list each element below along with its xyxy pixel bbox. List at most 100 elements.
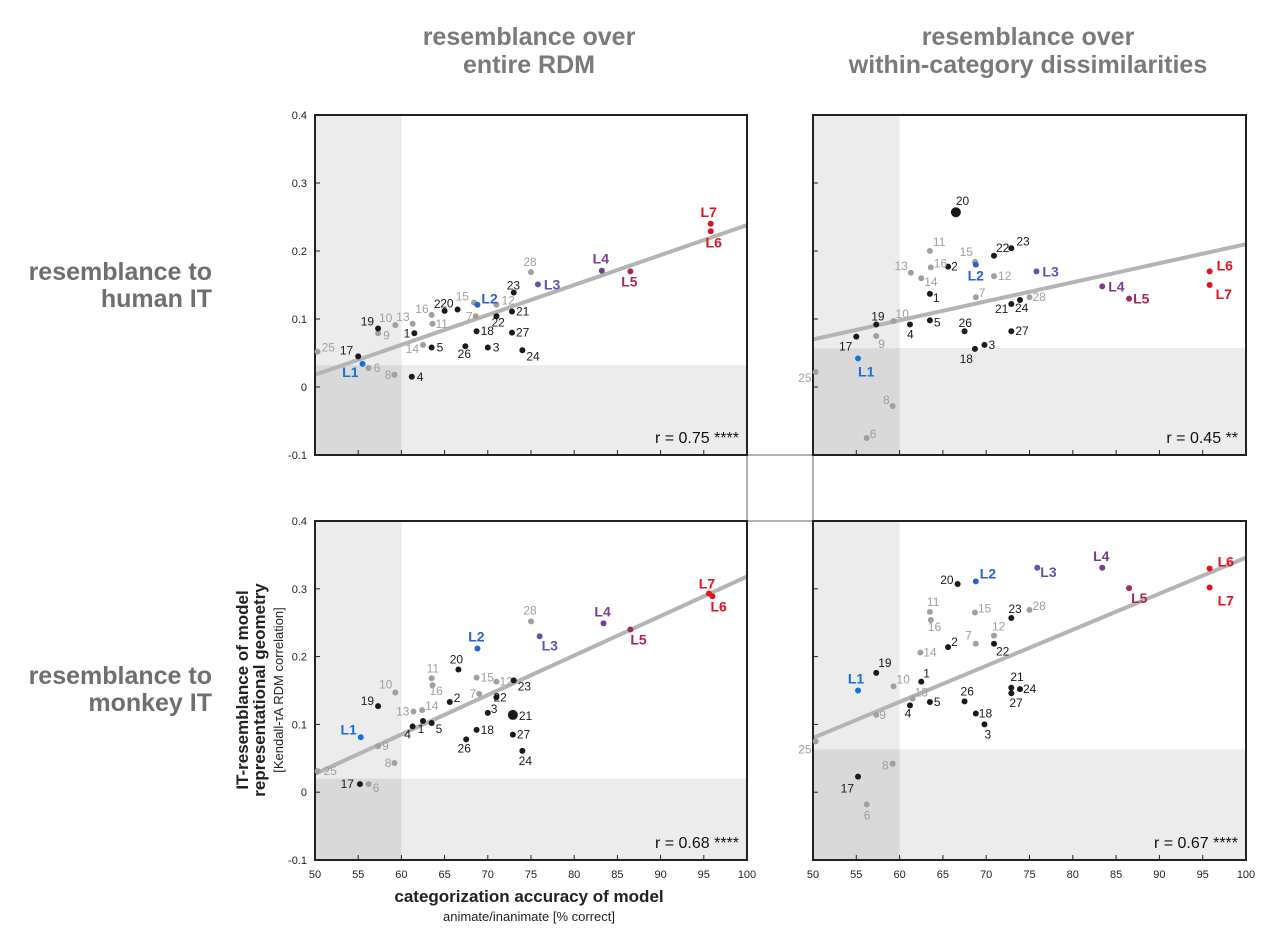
x-tick-label: 75 [1023,869,1035,881]
chance-overlap-shade [813,348,900,455]
point-label-28: 28 [523,603,537,617]
data-point-22 [493,694,500,701]
point-label-L7: L7 [1216,286,1233,302]
col-title-within-line1: resemblance over [922,23,1135,51]
data-point-L7 [705,590,712,597]
data-point-1 [926,290,933,297]
data-point-24 [519,747,526,754]
data-point-25 [812,738,819,745]
data-point-10 [890,683,897,690]
data-point-3 [981,341,988,348]
point-label-4: 4 [404,727,411,741]
point-label-5: 5 [934,695,941,709]
data-point-17 [356,781,363,788]
data-point-L4 [600,620,607,627]
data-point-14 [419,707,426,714]
x-tick-label: 50 [309,869,321,881]
data-point-23 [1008,614,1015,621]
x-tick-label: 100 [1237,869,1255,881]
data-point-1 [411,330,418,337]
data-point-L7 [1206,584,1213,591]
point-label-17: 17 [839,340,853,354]
x-tick-label: 95 [1197,869,1209,881]
data-point-18 [972,710,979,717]
data-point-12 [990,632,997,639]
data-point-6 [365,364,372,371]
point-label-13: 13 [915,686,929,700]
data-point-13 [409,320,416,327]
data-point-18 [473,726,480,733]
data-point-1 [918,678,925,685]
data-point-4 [906,702,913,709]
data-point-13 [410,708,417,715]
point-label-8: 8 [385,756,392,770]
data-point-L7 [707,220,714,227]
data-point-7 [476,690,483,697]
data-point-25 [314,348,321,355]
data-point-3 [981,721,988,728]
data-point-5 [428,344,435,351]
data-point-10 [392,689,399,696]
x-tick-label: 70 [482,869,494,881]
data-point-21 [1008,684,1015,691]
point-label-L3: L3 [542,637,559,653]
point-label-26: 26 [959,316,973,330]
data-point-9 [375,330,382,337]
data-point-9 [873,333,880,339]
point-label-L3: L3 [1042,263,1059,279]
data-point-8 [889,403,896,410]
data-point-26 [463,736,470,743]
point-label-20: 20 [956,194,970,208]
data-point-14 [918,275,925,282]
point-label-8: 8 [883,393,890,407]
point-label-L5: L5 [1131,590,1148,606]
data-point-19 [873,669,880,676]
data-point-8 [889,760,896,767]
point-label-7: 7 [469,687,476,701]
scatter-panel-4: 50 55 60 65 70 75 80 85 90 95 10012345678910111213… [798,520,1255,881]
point-label-L2: L2 [980,565,997,581]
data-point-8 [391,760,398,767]
point-label-27: 27 [517,728,531,742]
point-label-24: 24 [1015,301,1029,315]
data-point-12 [493,301,500,308]
point-label-22: 22 [493,690,507,704]
point-label-21: 21 [516,305,530,319]
point-label-1: 1 [418,722,425,736]
point-label-L7: L7 [701,204,718,220]
x-tick-label: 60 [893,869,905,881]
x-tick-label: 55 [352,869,364,881]
y-tick-label: 0.4 [292,516,307,528]
point-label-26: 26 [961,684,975,698]
point-label-25: 25 [798,742,812,756]
point-label-L7: L7 [699,576,716,592]
point-label-25: 25 [324,764,338,778]
point-label-L2: L2 [481,291,498,307]
data-point-9 [375,743,382,750]
data-point-9 [873,711,880,718]
col-title-entire-line2: entire RDM [463,51,595,79]
data-point-L1 [855,355,862,362]
point-label-18: 18 [979,707,993,721]
x-tick-label: 80 [1067,869,1079,881]
point-label-26: 26 [458,347,472,361]
point-label-28: 28 [523,255,537,269]
point-label-25: 25 [322,341,336,355]
point-label-L4: L4 [1108,278,1125,294]
point-label-21: 21 [519,709,533,723]
point-label-23: 23 [1016,234,1030,248]
x-tick-label: 100 [738,869,756,881]
data-point-26 [961,698,968,705]
correlation-label: r = 0.45 ** [1166,430,1238,447]
data-point-16 [927,264,934,271]
data-point-28 [528,618,534,625]
point-label-17: 17 [841,782,855,796]
y-axis-label-line2: representational geometry [250,583,269,797]
data-point-23 [1008,245,1015,252]
data-point-11 [926,608,933,615]
data-point-L2 [972,261,979,268]
point-label-L6: L6 [710,598,727,614]
regression-line [314,223,748,377]
point-label-14: 14 [924,275,938,289]
